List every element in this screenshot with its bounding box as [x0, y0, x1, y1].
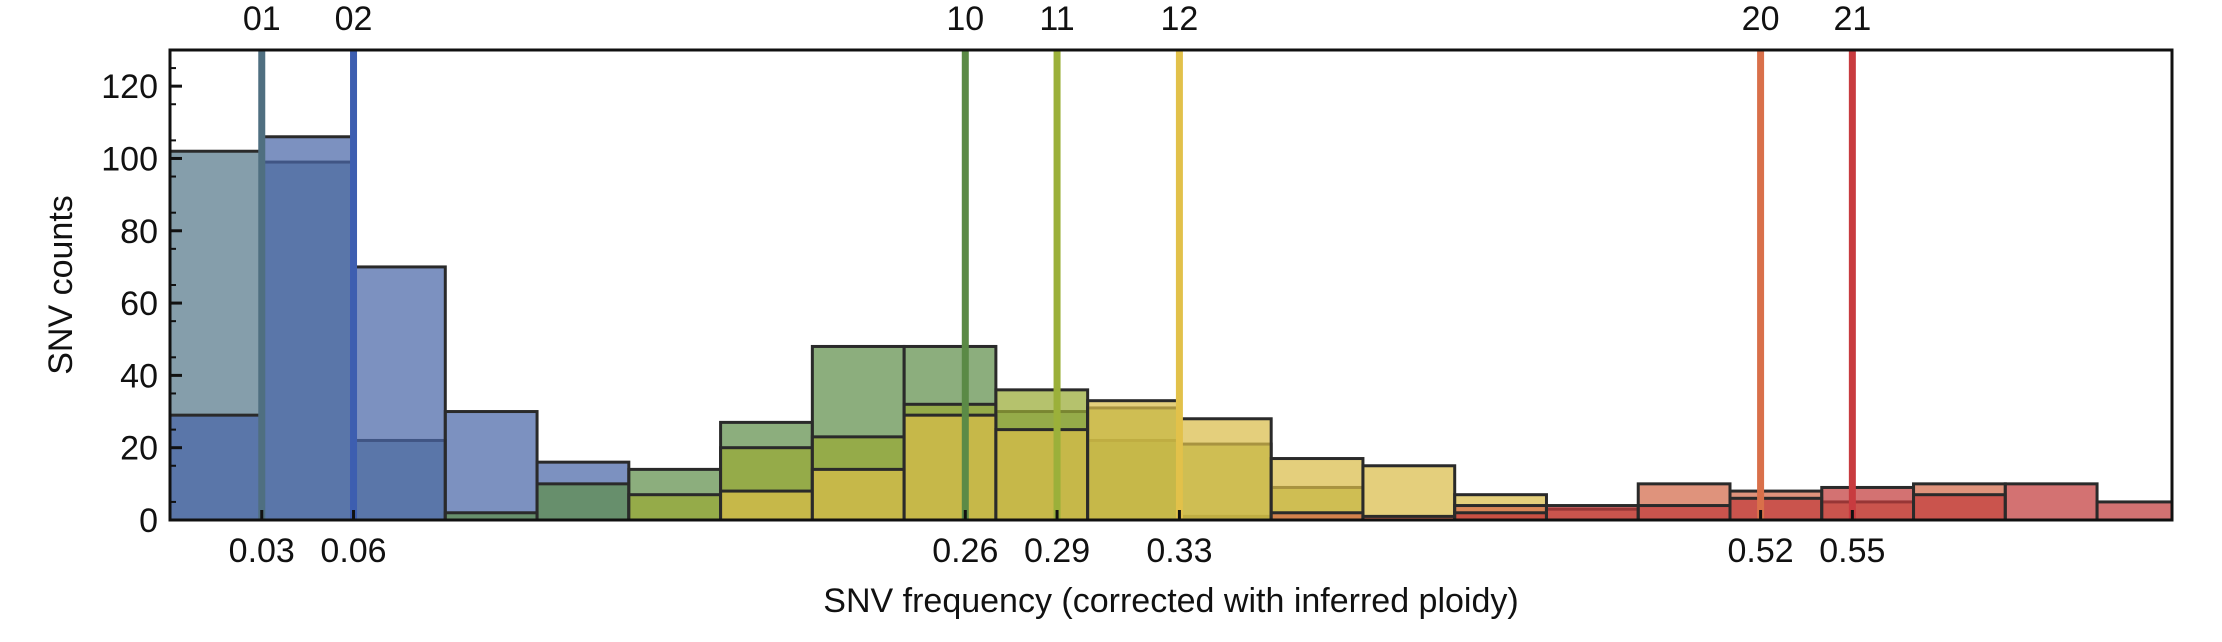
x-tick-label-0.03: 0.03	[229, 532, 295, 570]
marker-label-01: 01	[243, 0, 281, 38]
series-21	[1361, 482, 2174, 522]
bar-12-10	[1086, 399, 1181, 522]
y-tick-label-60: 60	[120, 285, 158, 323]
marker-label-02: 02	[335, 0, 373, 38]
bar-21-19	[1912, 493, 2007, 522]
x-tick-label-0.29: 0.29	[1024, 532, 1090, 570]
bar-21-18	[1820, 485, 1916, 522]
x-tick-label-0.06: 0.06	[320, 532, 386, 570]
bar-02-2	[352, 265, 447, 522]
x-tick-label-0.52: 0.52	[1727, 532, 1793, 570]
bar-12-12	[1269, 457, 1365, 522]
marker-label-10: 10	[946, 0, 984, 38]
bar-12-7	[810, 467, 906, 522]
bar-21-17	[1728, 496, 1824, 522]
x-axis-title: SNV frequency (corrected with inferred p…	[823, 582, 1518, 620]
x-tick-label-0.55: 0.55	[1819, 532, 1885, 570]
marker-label-11: 11	[1039, 0, 1074, 38]
y-tick-label-0: 0	[139, 502, 158, 540]
x-tick-label-0.26: 0.26	[932, 532, 998, 570]
bar-21-16	[1636, 504, 1732, 522]
y-axis-title: SNV counts	[42, 195, 80, 375]
y-tick-label-120: 120	[101, 68, 158, 106]
clone-marker-lines: 01 0.03 02 0.06 10 0.26 11 0.29 12 0.33 20 0.52 21 0.…	[229, 0, 1886, 570]
bar-21-15	[1544, 504, 1640, 522]
marker-label-21: 21	[1833, 0, 1871, 38]
bar-02-3	[443, 410, 539, 522]
series-02	[168, 135, 631, 522]
bar-02-0	[168, 413, 264, 522]
marker-label-20: 20	[1742, 0, 1780, 38]
y-tick-label-80: 80	[120, 213, 158, 251]
bar-12-9	[994, 428, 1090, 522]
y-tick-label-100: 100	[101, 140, 158, 178]
y-tick-label-20: 20	[120, 430, 158, 468]
bar-12-6	[719, 489, 814, 522]
bar-10-4	[535, 482, 631, 522]
axes: 0 20 40 60 80 100 120	[101, 67, 182, 540]
marker-label-12: 12	[1160, 0, 1198, 38]
bar-21-21	[2095, 500, 2174, 522]
x-tick-label-0.33: 0.33	[1146, 532, 1212, 570]
bar-12-11	[1177, 417, 1273, 522]
y-tick-label-40: 40	[120, 357, 158, 395]
bar-12-8	[902, 413, 998, 522]
bar-11-5	[627, 493, 723, 522]
histogram-bars	[168, 135, 2174, 522]
bar-12-13	[1361, 464, 1457, 522]
bar-02-1	[260, 135, 356, 522]
bar-21-20	[2003, 482, 2099, 522]
